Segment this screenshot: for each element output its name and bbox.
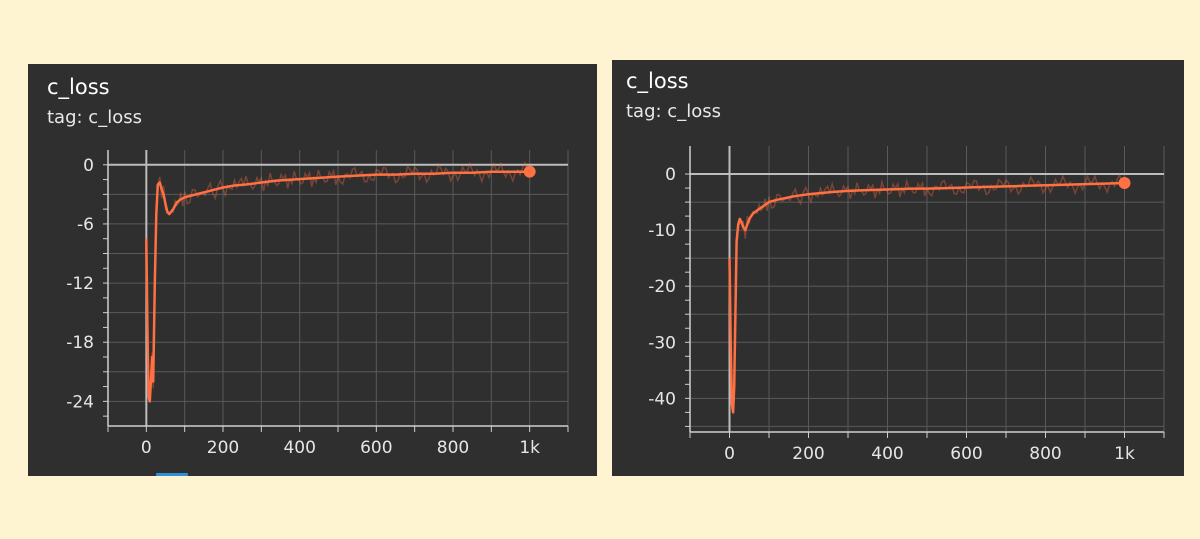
x-tick-label: 1k [1114, 444, 1135, 464]
series-raw-line [145, 160, 529, 402]
y-tick-label: -40 [648, 389, 676, 409]
x-tick-label: 800 [1029, 444, 1061, 464]
x-tick-label: 200 [207, 438, 239, 458]
y-tick-label: -30 [648, 333, 676, 353]
chart-tag: tag: c_loss [47, 107, 142, 128]
y-tick-label: -24 [66, 392, 94, 412]
chart-tag: tag: c_loss [626, 101, 721, 122]
y-tick-label: -18 [66, 333, 94, 353]
x-tick-label: 1k [519, 438, 540, 458]
y-tick-label: 0 [83, 156, 94, 176]
x-tick-label: 600 [360, 438, 392, 458]
series-last-point[interactable] [523, 165, 536, 178]
y-tick-label: -10 [648, 221, 676, 241]
y-tick-label: -6 [77, 215, 94, 235]
chart-card-right: c_loss tag: c_loss 0 -10 -20 -30 -40 0 200 400 6… [612, 60, 1184, 476]
series-last-point[interactable] [1118, 177, 1131, 190]
x-tick-label: 800 [437, 438, 469, 458]
series-raw-line [728, 172, 1123, 411]
x-tick-label: 0 [141, 438, 152, 458]
series-line [145, 170, 530, 403]
horizontal-scrollbar[interactable] [156, 473, 188, 476]
x-tick-label: 0 [724, 444, 735, 464]
loss-plot-left[interactable]: 0 -6 -12 -18 -24 0 200 400 600 800 1k [28, 64, 597, 476]
y-tick-label: -12 [66, 274, 94, 294]
x-tick-label: 600 [950, 444, 982, 464]
x-tick-label: 400 [871, 444, 903, 464]
y-tick-label: -20 [648, 277, 676, 297]
chart-title: c_loss [626, 69, 689, 93]
loss-plot-right[interactable]: 0 -10 -20 -30 -40 0 200 400 600 800 1k [612, 60, 1184, 476]
chart-card-left: c_loss tag: c_loss 0 -6 -12 -18 -24 0 200 400 60… [28, 64, 597, 476]
x-tick-label: 200 [792, 444, 824, 464]
y-tick-label: 0 [665, 165, 676, 185]
x-tick-label: 400 [283, 438, 315, 458]
chart-title: c_loss [47, 75, 110, 99]
series-line [728, 181, 1125, 414]
